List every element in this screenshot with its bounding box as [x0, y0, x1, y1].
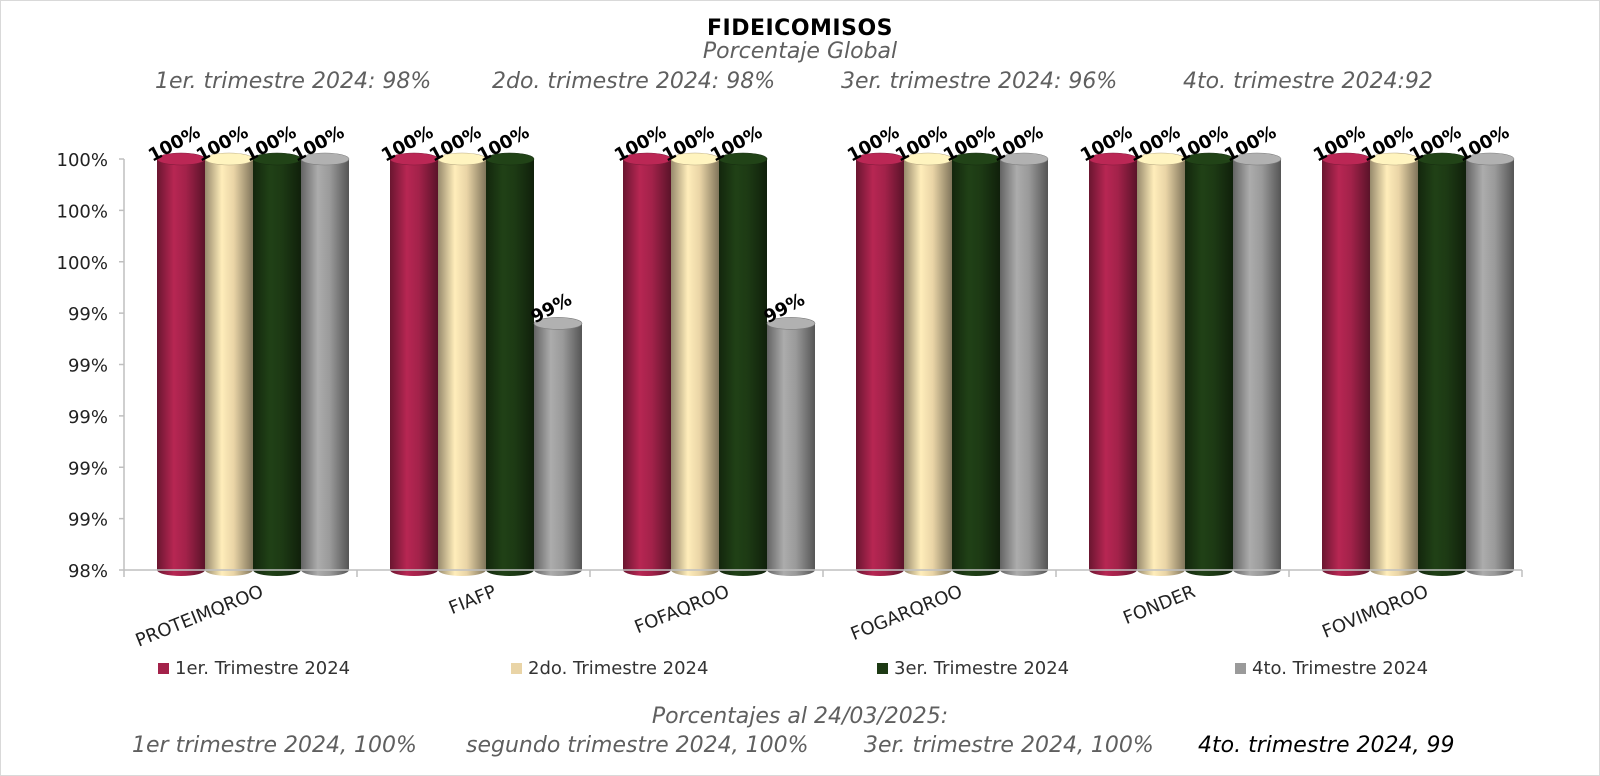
- bar-body: [671, 159, 719, 576]
- legend-swatch-q1: [158, 663, 169, 674]
- bar: [1184, 152, 1234, 576]
- x-category-label: FONDER: [1120, 581, 1198, 629]
- bar-top: [718, 152, 768, 166]
- bar-body: [856, 159, 904, 576]
- quarter-note-3: 3er. trimestre 2024: 96%: [841, 69, 1118, 94]
- legend-label-q4: 4to. Trimestre 2024: [1252, 658, 1429, 679]
- footer-item-4: 4to. trimestre 2024, 99: [1198, 733, 1455, 758]
- legend-swatch-q3: [877, 663, 888, 674]
- x-category-label: FOFAQROO: [632, 581, 733, 638]
- legend-item-q4: 4to. Trimestre 2024: [1235, 658, 1428, 679]
- bar: [670, 152, 720, 576]
- y-tick-label: 99%: [68, 356, 108, 377]
- bar: [1136, 152, 1186, 576]
- bar-top: [999, 152, 1049, 166]
- legend-swatch-q4: [1235, 663, 1246, 674]
- bar-body: [1322, 159, 1370, 576]
- y-tick-label: 100%: [57, 150, 108, 171]
- bar: [1369, 152, 1419, 576]
- bar: [300, 152, 350, 576]
- bar-top: [485, 152, 535, 166]
- bar-body: [390, 159, 438, 576]
- y-tick-label: 100%: [57, 253, 108, 274]
- legend-item-q2: 2do. Trimestre 2024: [511, 658, 708, 679]
- bar: [855, 152, 905, 576]
- bar: [485, 152, 535, 576]
- bar: [718, 152, 768, 576]
- x-category-label: FOGARQROO: [848, 581, 966, 645]
- bar-body: [719, 159, 767, 576]
- bar: [1321, 152, 1371, 576]
- bar: [622, 152, 672, 576]
- legend-label-q2: 2do. Trimestre 2024: [528, 658, 709, 679]
- y-tick-label: 99%: [68, 304, 108, 325]
- bar: [1232, 152, 1282, 576]
- bar: [204, 152, 254, 576]
- bar-body: [1418, 159, 1466, 576]
- bar-body: [438, 159, 486, 576]
- quarter-note-2: 2do. trimestre 2024: 98%: [492, 69, 776, 94]
- quarter-note-4: 4to. trimestre 2024:92: [1183, 69, 1433, 94]
- bar-top: [766, 317, 816, 330]
- quarter-note-1: 1er. trimestre 2024: 98%: [155, 69, 432, 94]
- bar: [1417, 152, 1467, 576]
- y-tick-label: 100%: [57, 201, 108, 222]
- bar-body: [1466, 159, 1514, 576]
- bar-top: [1465, 152, 1515, 166]
- bar-body: [952, 159, 1000, 576]
- bar: [903, 152, 953, 576]
- legend-label-q3: 3er. Trimestre 2024: [894, 658, 1070, 679]
- bar-body: [1185, 159, 1233, 576]
- bar: [1465, 152, 1515, 576]
- legend-item-q3: 3er. Trimestre 2024: [877, 658, 1069, 679]
- bar: [999, 152, 1049, 576]
- bar-body: [1233, 159, 1281, 576]
- y-tick-label: 98%: [68, 561, 108, 582]
- chart-title: FIDEICOMISOS: [706, 16, 893, 41]
- y-tick-label: 99%: [68, 407, 108, 428]
- x-category-label: FIAFP: [446, 581, 500, 619]
- legend-label-q1: 1er. Trimestre 2024: [175, 658, 351, 679]
- legend-item-q1: 1er. Trimestre 2024: [158, 658, 350, 679]
- bar-body: [1137, 159, 1185, 576]
- bar: [389, 152, 439, 576]
- legend-swatch-q2: [511, 663, 522, 674]
- bar: [156, 152, 206, 576]
- bar-body: [534, 323, 582, 576]
- bar-top: [1232, 152, 1282, 166]
- y-tick-label: 99%: [68, 458, 108, 479]
- bar-body: [301, 159, 349, 576]
- bar-top: [533, 317, 583, 330]
- chart-subtitle: Porcentaje Global: [702, 39, 898, 64]
- x-category-label: FOVIMQROO: [1319, 581, 1431, 643]
- x-category-label: PROTEIMQROO: [133, 581, 267, 651]
- footer-item-1: 1er trimestre 2024, 100%: [132, 733, 417, 758]
- bar-body: [1370, 159, 1418, 576]
- bar-body: [1000, 159, 1048, 576]
- bar: [437, 152, 487, 576]
- bar: [1088, 152, 1138, 576]
- bar-body: [253, 159, 301, 576]
- bar: [533, 317, 583, 576]
- bar: [252, 152, 302, 576]
- footer-item-2: segundo trimestre 2024, 100%: [466, 733, 809, 758]
- bar-body: [205, 159, 253, 576]
- bar: [766, 317, 816, 576]
- bar-top: [300, 152, 350, 166]
- legend: 1er. Trimestre 2024 2do. Trimestre 2024 …: [0, 658, 1600, 682]
- bar-body: [623, 159, 671, 576]
- bar-body: [157, 159, 205, 576]
- bar: [951, 152, 1001, 576]
- footer-heading: Porcentajes al 24/03/2025:: [651, 704, 949, 729]
- bar-body: [767, 323, 815, 576]
- footer-item-3: 3er. trimestre 2024, 100%: [864, 733, 1154, 758]
- bar-body: [486, 159, 534, 576]
- bar-body: [904, 159, 952, 576]
- bar-body: [1089, 159, 1137, 576]
- y-tick-label: 99%: [68, 510, 108, 531]
